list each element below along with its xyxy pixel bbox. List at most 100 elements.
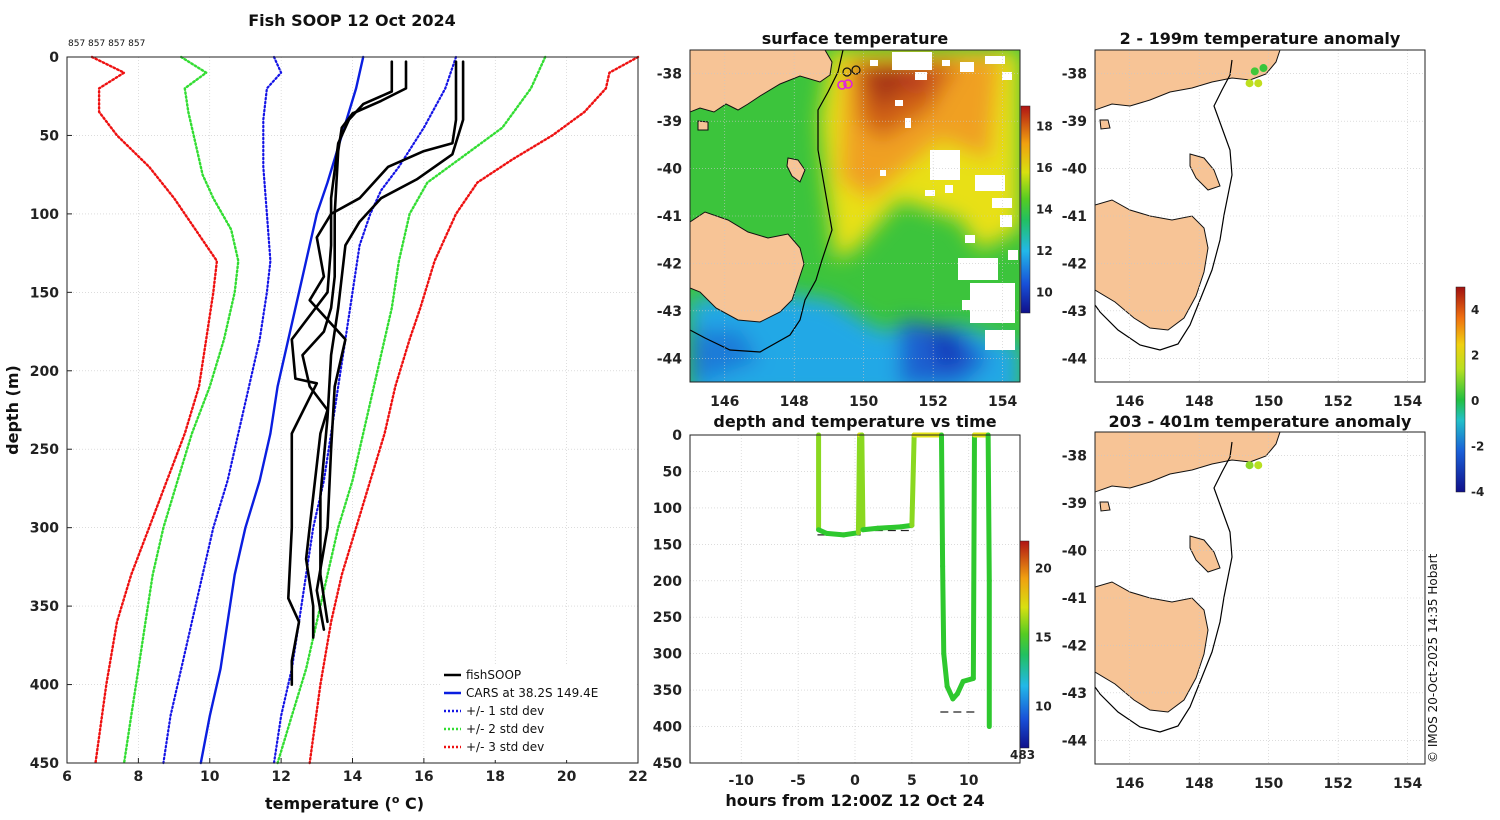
profile-x-tick-label: 6 (62, 769, 72, 785)
sst-tasmania (690, 211, 805, 323)
surface-x-tick-label: 146 (710, 394, 739, 410)
legend-item-cars: CARS at 38.2S 149.4E (466, 686, 598, 700)
timeseries-depth-trace (970, 432, 977, 681)
surface-x-tick-label: 154 (988, 394, 1017, 410)
anom2-mainland (1095, 432, 1281, 493)
timeseries-y-tick-label: 450 (653, 756, 682, 772)
anomaly-colorbar-group: -4 -2 0 2 4 (1455, 286, 1484, 499)
sst-flinders-island (786, 157, 806, 183)
surface-temperature-map: 146 148 150 152 154 -38 -39 -40 -41 -42 -43 -44 sur… (657, 29, 1053, 410)
profile-x-tick-label: 12 (271, 769, 290, 785)
sst-cloud-mask (870, 52, 1018, 350)
profile-series-std2 (276, 55, 547, 765)
anom2-y-tick-label: -44 (1062, 733, 1088, 749)
profile-y-tick-label: 200 (30, 364, 59, 380)
surface-colorbar-tick-label: 12 (1036, 244, 1053, 258)
surface-colorbar-tick-label: 18 (1036, 120, 1053, 134)
timeseries-depth-trace (941, 651, 950, 689)
surface-colorbar-tick-label: 10 (1036, 285, 1053, 299)
timeseries-depth-trace (985, 432, 992, 584)
anom2-flinders-island (1189, 535, 1221, 573)
timeseries-y-tick-label: 250 (653, 610, 682, 626)
timeseries-corner-label: 483 (1010, 748, 1035, 762)
anom1-tasmania (1095, 199, 1209, 331)
timeseries-x-tick-label: -5 (790, 773, 806, 789)
timeseries-depth-trace (875, 524, 904, 531)
timeseries-x-tick-label: 10 (959, 773, 979, 789)
anom2-x-tick-label: 146 (1115, 776, 1144, 792)
anom1-ticks: 146 148 150 152 154 -38 -39 -40 -41 -42 -43 -44 (1062, 67, 1423, 410)
profile-x-tick-label: 10 (200, 769, 220, 785)
timeseries-depth-trace (909, 432, 917, 528)
profile-y-label: depth (m) (3, 365, 22, 455)
profile-y-tick-label: 100 (30, 207, 59, 223)
profile-x-tick-label: 16 (414, 769, 433, 785)
profile-cast-ids: 857 857 857 857 (68, 39, 145, 49)
sst-cast-marker (842, 67, 852, 77)
timeseries-depth-trace (940, 563, 947, 657)
legend-item-fishsoop: fishSOOP (466, 668, 521, 682)
anom2-y-tick-label: -38 (1062, 449, 1087, 465)
profile-series-fishsoop (301, 60, 408, 639)
surface-y-tick-label: -38 (657, 67, 682, 83)
anom2-x-tick-label: 148 (1185, 776, 1214, 792)
surface-x-tick-label: 150 (849, 394, 878, 410)
anom2-x-tick-label: 154 (1393, 776, 1422, 792)
surface-y-tick-label: -41 (657, 209, 682, 225)
anom2-y-tick-label: -40 (1062, 544, 1088, 560)
anom2-x-tick-label: 150 (1254, 776, 1283, 792)
anom1-x-tick-label: 152 (1324, 394, 1353, 410)
timeseries-x-label: hours from 12:00Z 12 Oct 24 (725, 791, 984, 810)
anom1-y-tick-label: -41 (1062, 209, 1087, 225)
anom1-grid (1095, 50, 1425, 382)
anom1-x-tick-label: 148 (1185, 394, 1214, 410)
anom2-axes-frame (1094, 431, 1426, 765)
timeseries-y-tick-label: 300 (653, 647, 682, 663)
anom2-y-tick-label: -39 (1062, 496, 1087, 512)
surface-y-tick-label: -43 (657, 304, 682, 320)
profile-x-label: temperature (o C) (265, 793, 424, 813)
profile-title: Fish SOOP 12 Oct 2024 (248, 11, 456, 30)
timeseries-depth-trace (824, 530, 847, 538)
anom2-anomaly-point (1254, 461, 1263, 470)
profile-series-fishsoop (286, 60, 394, 686)
profile-y-tick-label: 450 (30, 756, 59, 772)
anom2-x-tick-label: 152 (1324, 776, 1353, 792)
anomaly-colorbar-tick-label: -2 (1471, 439, 1484, 453)
profile-series-cars (199, 55, 365, 765)
sst-mainland (690, 50, 833, 113)
anom2-king-island (1099, 501, 1111, 512)
legend-box (440, 664, 636, 760)
surface-y-tick-label: -40 (657, 162, 683, 178)
surface-axes-frame (689, 49, 1021, 383)
timeseries-depth-trace (938, 432, 946, 569)
surface-colorbar-tick-label: 16 (1036, 161, 1053, 175)
anom1-y-tick-label: -44 (1062, 351, 1088, 367)
timeseries-colorbar-tick-label: 10 (1035, 700, 1052, 714)
anom1-y-tick-label: -38 (1062, 67, 1087, 83)
timeseries-y-tick-label: 50 (663, 464, 683, 480)
anom1-anomaly-point (1259, 64, 1268, 73)
surface-colorbar (1020, 105, 1031, 314)
surface-colorbar-ticks: 10 12 14 16 18 (1036, 120, 1053, 300)
anomaly-map-deep: 146 148 150 152 154 -38 -39 -40 -41 -42 -43 -44 203… (1062, 412, 1426, 792)
profile-y-ticks: 0 50 100 150 200 250 300 350 400 450 (30, 50, 72, 772)
anom1-y-tick-label: -40 (1062, 162, 1088, 178)
profile-y-tick-label: 400 (30, 678, 59, 694)
imos-credit: © IMOS 20-Oct-2025 14:35 Hobart (1426, 553, 1440, 763)
timeseries-y-tick-label: 0 (672, 428, 682, 444)
profile-series-std1 (162, 55, 283, 765)
profile-legend: fishSOOP CARS at 38.2S 149.4E +/- 1 std … (440, 664, 636, 760)
anom2-grid (1095, 432, 1425, 764)
profile-series-std1 (272, 55, 458, 765)
timeseries-y-tick-label: 350 (653, 683, 682, 699)
anom1-x-tick-label: 146 (1115, 394, 1144, 410)
anom2-anomaly-point (1245, 461, 1254, 470)
timeseries-y-tick-label: 150 (653, 537, 682, 553)
sst-cast-marker (843, 79, 853, 89)
timeseries-depth-trace (859, 432, 866, 533)
anom2-ticks: 146 148 150 152 154 -38 -39 -40 -41 -42 -43 -44 (1062, 449, 1423, 792)
anom1-axes-frame (1094, 49, 1426, 383)
profile-grid (66, 56, 639, 764)
